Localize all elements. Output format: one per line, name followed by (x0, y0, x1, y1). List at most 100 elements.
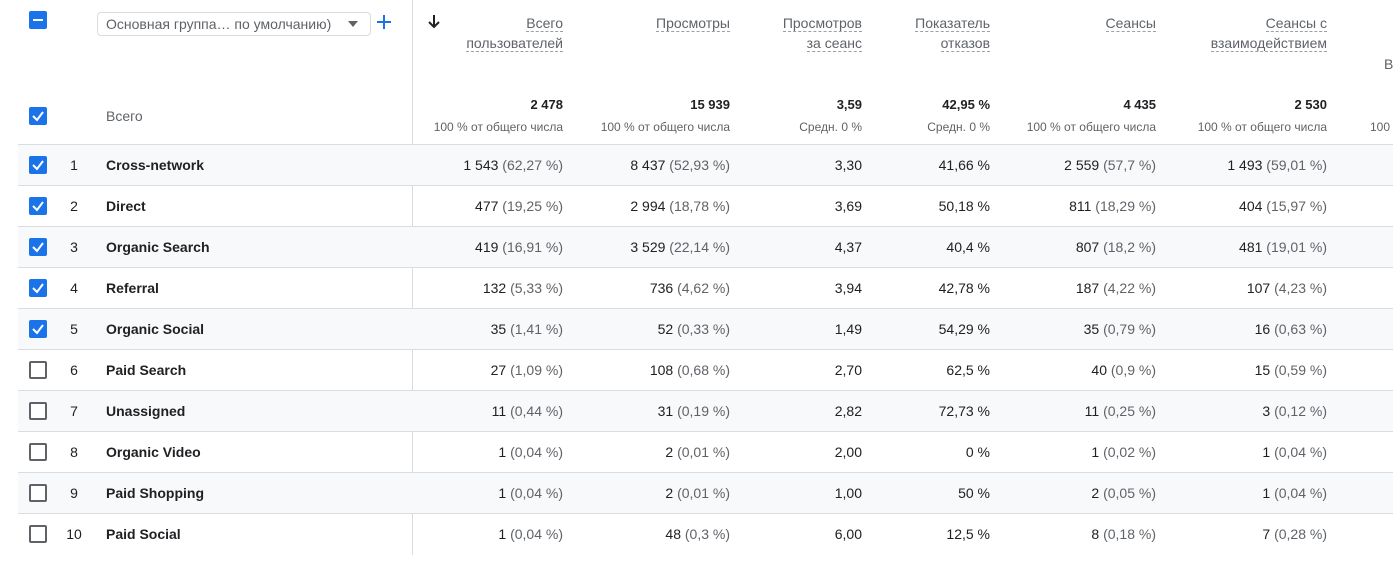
row-checkbox[interactable] (29, 320, 47, 338)
row-checkbox[interactable] (29, 443, 47, 461)
row-channel-name: Paid Shopping (106, 485, 204, 501)
row-cell: 736 (4,62 %) (570, 280, 730, 296)
select-total-checkbox[interactable] (29, 107, 47, 125)
column-header-1[interactable]: Всего пользователей (363, 13, 563, 53)
row-checkbox[interactable] (29, 238, 47, 256)
table-row: 7 Unassigned 11 (0,44 %) 31 (0,19 %) 2,82 72,… (18, 390, 1393, 431)
row-cell: 7 (0,28 %) (1167, 526, 1327, 542)
row-channel-name: Paid Search (106, 362, 187, 378)
cell-value: 3,69 (834, 198, 862, 214)
cell-percent: (0,3 %) (684, 526, 730, 542)
row-checkbox[interactable] (29, 484, 47, 502)
row-index: 10 (66, 526, 82, 542)
column-header-line: Просмотры (656, 15, 730, 32)
row-channel-name: Organic Social (106, 321, 205, 337)
column-header-4[interactable]: Показатель отказов (790, 13, 990, 53)
cell-percent: (0,59 %) (1274, 362, 1327, 378)
sort-desc-button[interactable] (427, 14, 441, 30)
row-checkbox[interactable] (29, 279, 47, 297)
cell-value: 2 994 (630, 198, 666, 214)
table-row: 9 Paid Shopping 1 (0,04 %) 2 (0,01 %) 1,00 50… (18, 472, 1393, 513)
cell-percent: (18,29 %) (1095, 198, 1156, 214)
cell-percent: (0,44 %) (510, 403, 563, 419)
cell-value: 41,66 % (938, 157, 990, 173)
dimension-group-select[interactable]: Основная группа… по умолчанию) (97, 12, 371, 36)
column-header-2[interactable]: Просмотры (530, 13, 730, 33)
row-cell: 2 (0,05 %) (996, 485, 1156, 501)
row-cell: 27 (1,09 %) (403, 362, 563, 378)
cell-percent: (18,2 %) (1103, 239, 1156, 255)
row-index: 4 (70, 280, 78, 296)
column-total: 2 478 (530, 97, 563, 112)
row-cell: 2 559 (57,7 %) (996, 157, 1156, 173)
row-cell: 3,30 (702, 157, 862, 173)
row-cell: 1,49 (702, 321, 862, 337)
column-total: 15 939 (690, 97, 730, 112)
cell-value: 54,29 % (938, 321, 990, 337)
column-total: 3,59 (836, 97, 862, 112)
column-header-line: Просмотров (782, 15, 862, 32)
column-header-line: Сеансы (1105, 15, 1156, 32)
row-checkbox[interactable] (29, 156, 47, 174)
row-channel-name: Referral (106, 280, 159, 296)
cell-value: 807 (1075, 239, 1100, 255)
cell-percent: (19,25 %) (502, 198, 563, 214)
row-cell: 404 (15,97 %) (1167, 198, 1327, 214)
row-cell: 1 (0,04 %) (403, 444, 563, 460)
check-icon (32, 111, 44, 122)
add-dimension-button[interactable] (376, 14, 392, 30)
cell-percent: (62,27 %) (502, 157, 563, 173)
cell-value: 50,18 % (938, 198, 990, 214)
row-cell: 41,66 % (830, 157, 990, 173)
cell-value: 3 529 (630, 239, 666, 255)
row-cell: 187 (4,22 %) (996, 280, 1156, 296)
row-cell: 1 (0,02 %) (996, 444, 1156, 460)
row-checkbox[interactable] (29, 361, 47, 379)
table-row: 3 Organic Search 419 (16,91 %) 3 529 (22,14… (18, 226, 1393, 267)
row-index: 3 (70, 239, 78, 255)
column-header-5[interactable]: Сеансы (956, 13, 1156, 33)
row-checkbox[interactable] (29, 525, 47, 543)
cell-percent: (0,28 %) (1274, 526, 1327, 542)
cell-percent: (0,01 %) (677, 444, 730, 460)
row-cell: 419 (16,91 %) (403, 239, 563, 255)
row-checkbox[interactable] (29, 402, 47, 420)
cell-value: 40,4 % (946, 239, 990, 255)
cell-value: 31 (657, 403, 674, 419)
cell-value: 2,82 (834, 403, 862, 419)
row-cell: 2,82 (702, 403, 862, 419)
row-cell: 1 493 (59,01 %) (1167, 157, 1327, 173)
cell-value: 1 (498, 526, 507, 542)
cell-value: 1 (1262, 485, 1271, 501)
table-row: 1 Cross-network 1 543 (62,27 %) 8 437 (52,9… (18, 144, 1393, 185)
cell-percent: (1,09 %) (510, 362, 563, 378)
column-header-6[interactable]: Сеансы с взаимодействием (1127, 13, 1327, 53)
row-cell: 108 (0,68 %) (570, 362, 730, 378)
column-total-sub: 100 % от общего числа (600, 120, 730, 134)
row-cell: 1 (0,04 %) (1167, 485, 1327, 501)
row-cell: 107 (4,23 %) (1167, 280, 1327, 296)
row-cell: 3 529 (22,14 %) (570, 239, 730, 255)
cell-value: 3,94 (834, 280, 862, 296)
row-cell: 6,00 (702, 526, 862, 542)
column-header-3[interactable]: Просмотров за сеанс (662, 13, 862, 53)
cell-value: 27 (490, 362, 507, 378)
row-cell: 40,4 % (830, 239, 990, 255)
row-cell: 54,29 % (830, 321, 990, 337)
row-cell: 2,00 (702, 444, 862, 460)
cell-value: 15 (1254, 362, 1271, 378)
cell-value: 3 (1262, 403, 1271, 419)
table-row: 4 Referral 132 (5,33 %) 736 (4,62 %) 3,94 42,… (18, 267, 1393, 308)
cut-off-column-header: В (1384, 56, 1393, 72)
cell-value: 12,5 % (946, 526, 990, 542)
cell-value: 404 (1239, 198, 1263, 214)
row-cell: 8 437 (52,93 %) (570, 157, 730, 173)
row-cell: 481 (19,01 %) (1167, 239, 1327, 255)
cell-value: 6,00 (834, 526, 862, 542)
row-channel-name: Unassigned (106, 403, 186, 419)
row-cell: 2,70 (702, 362, 862, 378)
cell-value: 419 (475, 239, 499, 255)
row-checkbox[interactable] (29, 197, 47, 215)
select-all-indeterminate-checkbox[interactable] (29, 11, 47, 29)
cell-value: 1 (498, 444, 507, 460)
